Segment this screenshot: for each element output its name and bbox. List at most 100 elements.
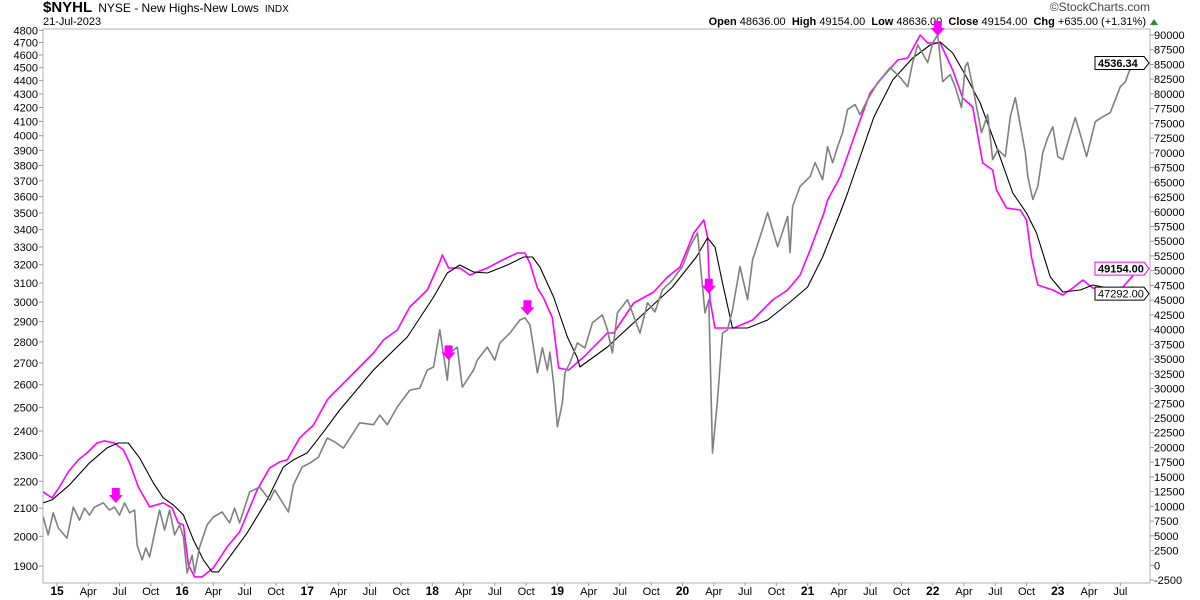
left-tick-label: 4400: [14, 76, 38, 88]
x-tick-label: Oct: [142, 586, 159, 598]
right-tick-label: 82500: [1154, 74, 1185, 86]
x-tick-label: Apr: [830, 586, 847, 598]
right-tick-label: 65000: [1154, 177, 1185, 189]
left-tick-label: 2100: [14, 503, 38, 515]
close-value: 49154.00: [981, 16, 1028, 28]
left-tick-label: 3200: [14, 260, 38, 272]
x-tick-label: Oct: [768, 586, 785, 598]
left-tick-label: 2400: [14, 426, 38, 438]
x-tick-label: Oct: [1018, 586, 1035, 598]
x-tick-label: Jul: [613, 586, 627, 598]
left-tick-label: 4300: [14, 89, 38, 101]
x-tick-label: Jul: [1113, 586, 1127, 598]
left-tick-label: 4100: [14, 116, 38, 128]
x-tick-label: Apr: [80, 586, 97, 598]
symbol-description: NYSE - New Highs-New Lows: [98, 1, 259, 15]
open-label: Open: [708, 16, 737, 28]
x-tick-label: 16: [175, 584, 189, 598]
value-label: 4536.34: [1098, 58, 1139, 70]
left-tick-label: 2600: [14, 380, 38, 392]
left-tick-label: 4800: [14, 25, 38, 37]
right-tick-label: 52500: [1154, 251, 1185, 263]
up-triangle-icon: [1150, 19, 1158, 25]
down-arrow-icon: [108, 488, 123, 504]
down-arrow-icon: [520, 300, 535, 316]
right-tick-label: 32500: [1154, 369, 1185, 381]
right-tick-label: 37500: [1154, 339, 1185, 351]
right-tick-label: 57500: [1154, 221, 1185, 233]
chg-value: +635.00 (+1.31%): [1057, 16, 1146, 28]
down-arrow-icon: [441, 345, 456, 361]
left-tick-label: 3600: [14, 192, 38, 204]
right-tick-label: 55000: [1154, 236, 1185, 248]
right-tick-label: 50000: [1154, 266, 1185, 278]
right-tick-label: 70000: [1154, 148, 1185, 160]
x-tick-label: Jul: [238, 586, 252, 598]
right-tick-label: -2500: [1154, 575, 1182, 587]
x-tick-label: Jul: [863, 586, 877, 598]
x-tick-label: 22: [926, 584, 940, 598]
x-tick-label: Oct: [267, 586, 284, 598]
x-tick-label: Apr: [205, 586, 222, 598]
left-tick-label: 4000: [14, 131, 38, 143]
left-tick-label: 3400: [14, 225, 38, 237]
right-tick-label: 7500: [1154, 516, 1178, 528]
x-tick-label: Apr: [580, 586, 597, 598]
high-label: High: [791, 16, 817, 28]
right-tick-label: 47500: [1154, 280, 1185, 292]
x-tick-label: 19: [551, 584, 565, 598]
left-axis: 1900 2000 2100 2200 2300 2400 2500 2600 2700 2800…: [14, 25, 43, 573]
series-line-price: [43, 34, 1134, 574]
x-tick-label: Apr: [955, 586, 972, 598]
left-tick-label: 4600: [14, 50, 38, 62]
x-tick-label: 18: [426, 584, 440, 598]
left-tick-label: 2000: [14, 531, 38, 543]
x-tick-label: Apr: [455, 586, 472, 598]
right-tick-label: 90000: [1154, 30, 1185, 42]
x-tick-label: Apr: [705, 586, 722, 598]
x-tick-label: 23: [1051, 584, 1065, 598]
x-tick-label: 21: [801, 584, 815, 598]
right-tick-label: 62500: [1154, 192, 1185, 204]
open-value: 48636.00: [739, 16, 786, 28]
series-lines: [43, 34, 1134, 578]
right-tick-label: 42500: [1154, 310, 1185, 322]
left-tick-label: 3900: [14, 145, 38, 157]
value-label-box: [1094, 286, 1150, 301]
right-tick-label: 40000: [1154, 325, 1185, 337]
left-tick-label: 3300: [14, 242, 38, 254]
left-tick-label: 3000: [14, 297, 38, 309]
x-tick-label: 20: [676, 584, 690, 598]
x-tick-label: Jul: [363, 586, 377, 598]
down-arrow-icon: [930, 21, 945, 36]
left-tick-label: 3100: [14, 278, 38, 290]
x-tick-label: Jul: [113, 586, 127, 598]
right-tick-label: 27500: [1154, 398, 1185, 410]
left-tick-label: 3800: [14, 160, 38, 172]
right-tick-label: 35000: [1154, 354, 1185, 366]
right-tick-label: 2500: [1154, 546, 1178, 558]
high-value: 49154.00: [819, 16, 866, 28]
low-label: Low: [871, 16, 894, 28]
x-tick-label: Oct: [518, 586, 535, 598]
left-tick-label: 1900: [14, 561, 38, 573]
right-tick-label: 60000: [1154, 207, 1185, 219]
right-tick-label: 30000: [1154, 384, 1185, 396]
x-tick-label: Apr: [330, 586, 347, 598]
right-tick-label: 25000: [1154, 413, 1185, 425]
right-tick-label: 87500: [1154, 45, 1185, 57]
right-tick-label: 12500: [1154, 487, 1185, 499]
last-value-labels: 4536.34 49154.00 47292.00: [1094, 55, 1150, 301]
value-label: 47292.00: [1098, 289, 1144, 301]
left-tick-label: 2900: [14, 317, 38, 329]
value-label-box: [1094, 55, 1150, 70]
x-tick-label: Oct: [893, 586, 910, 598]
x-tick-label: Oct: [392, 586, 409, 598]
left-tick-label: 2200: [14, 476, 38, 488]
x-tick-label: 17: [301, 584, 315, 598]
left-tick-label: 2300: [14, 451, 38, 463]
x-tick-label: Jul: [988, 586, 1002, 598]
low-value: 48636.00: [896, 16, 943, 28]
right-axis: -2500 0 2500 5000 7500 10000 12500 15000 17500 20…: [1150, 30, 1185, 587]
